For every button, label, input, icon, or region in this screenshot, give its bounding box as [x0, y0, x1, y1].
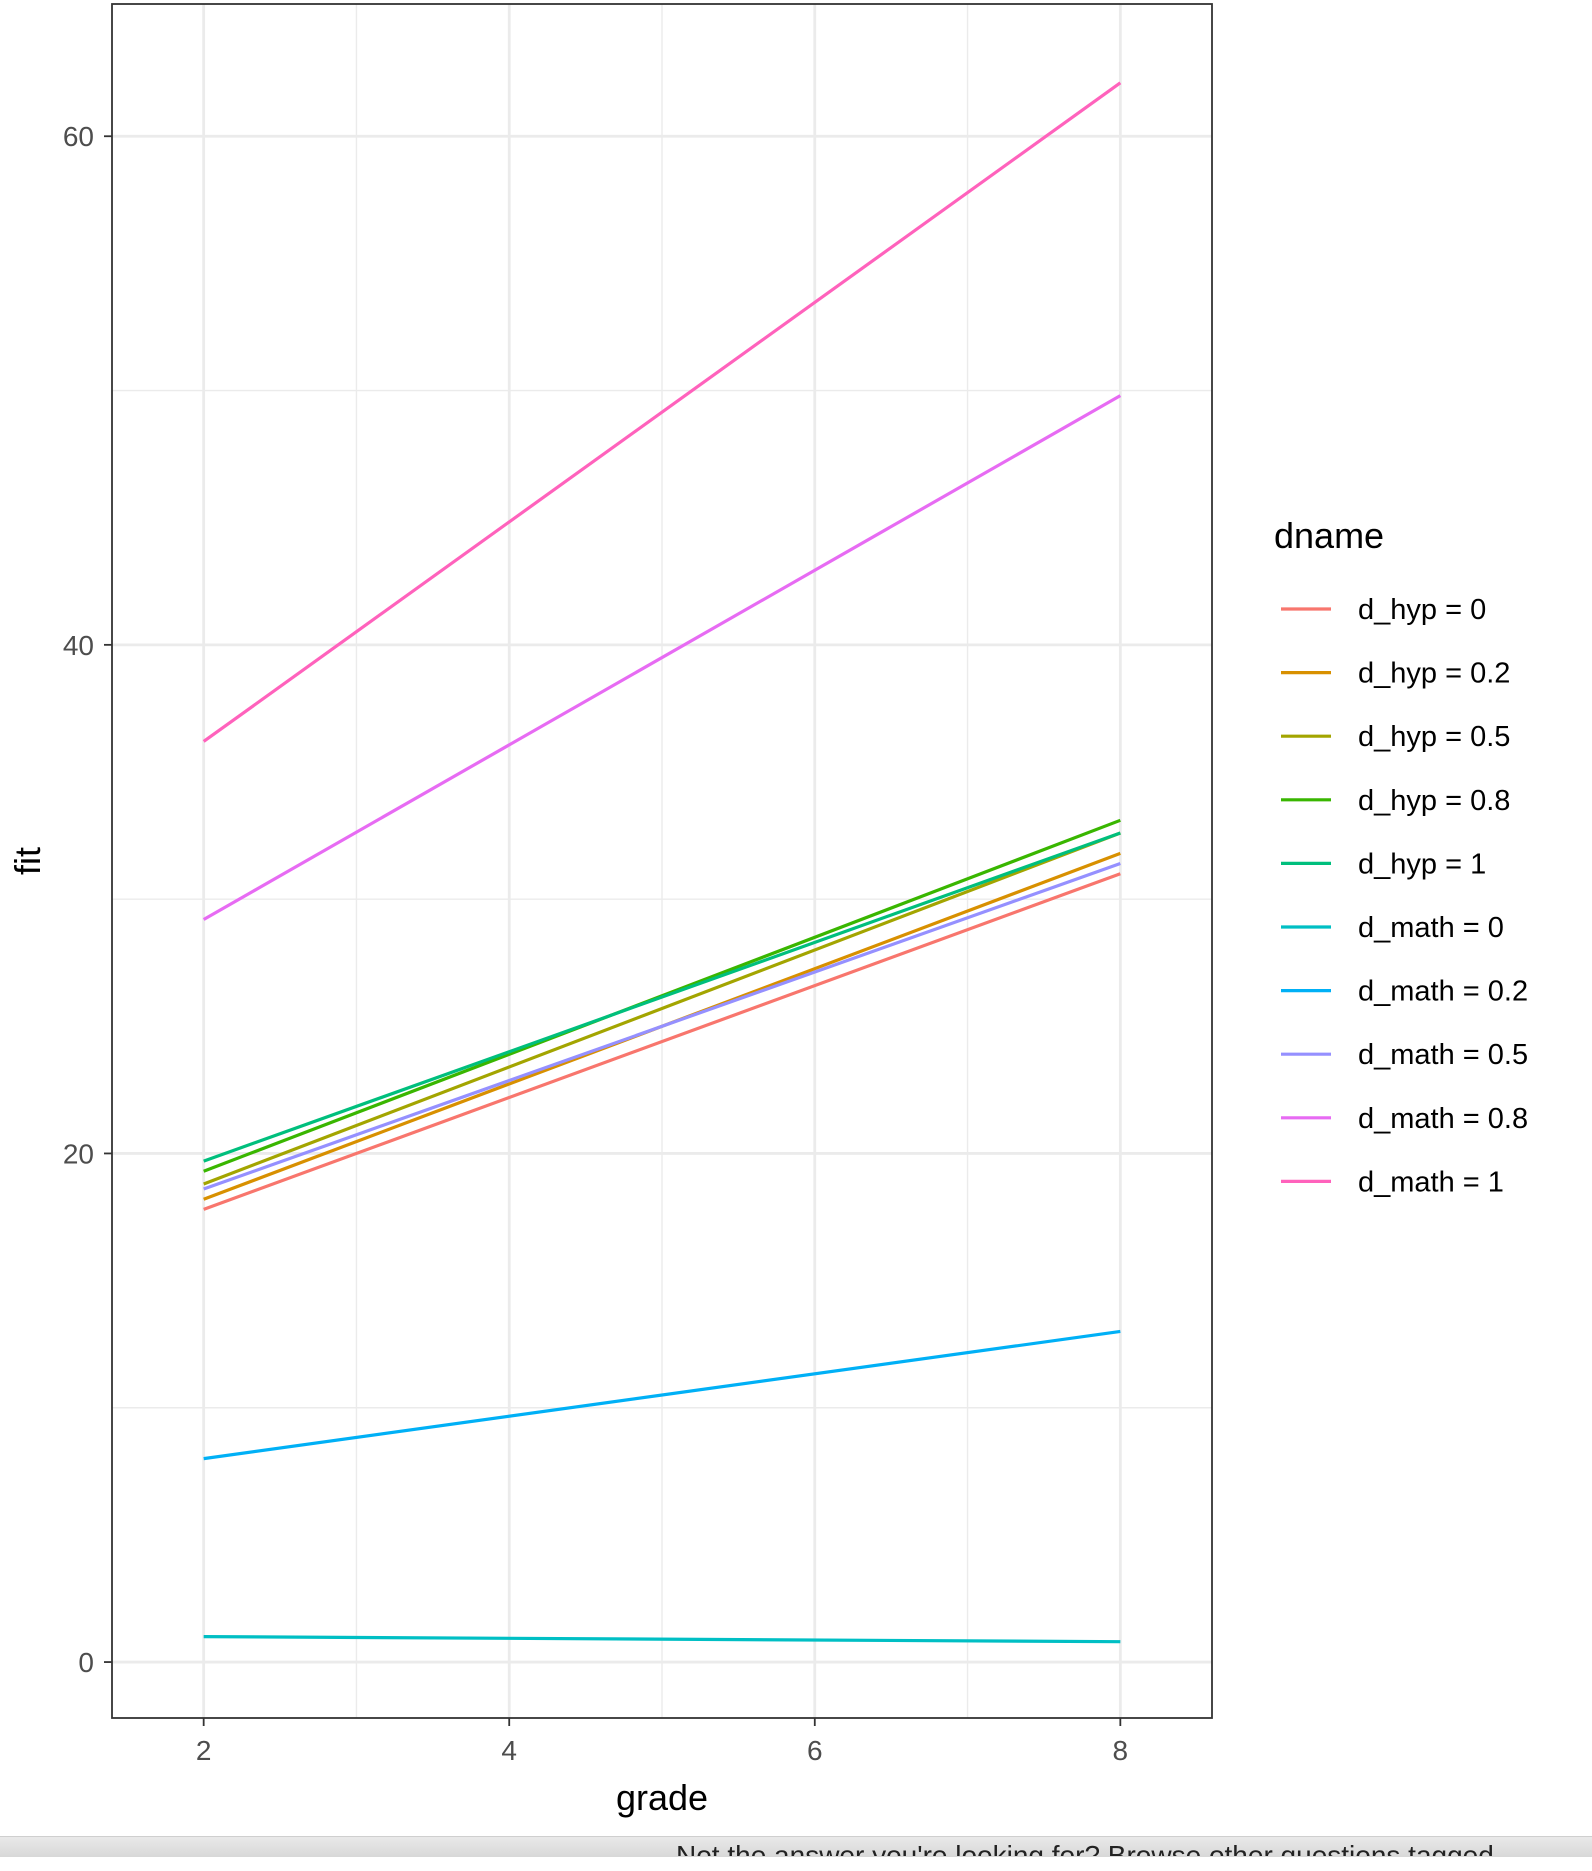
- legend-label: d_hyp = 0.8: [1358, 785, 1510, 817]
- legend-label: d_math = 0.8: [1358, 1103, 1528, 1135]
- y-tick-label: 60: [63, 121, 94, 152]
- legend: d_hyp = 0 d_hyp = 0.2 d_hyp = 0.5 d_hyp = 0…: [1281, 594, 1528, 1198]
- legend-label: d_math = 1: [1358, 1166, 1504, 1198]
- y-tick-label: 40: [63, 630, 94, 661]
- grid: [112, 4, 1212, 1718]
- legend-title: dname: [1274, 515, 1384, 556]
- legend-label: d_hyp = 0.5: [1358, 721, 1510, 753]
- x-tick-label: 2: [196, 1735, 212, 1766]
- legend-label: d_hyp = 0.2: [1358, 658, 1510, 690]
- plot-border: [111, 3, 1213, 1719]
- series-line: [202, 394, 1122, 921]
- x-tick-label: 4: [501, 1735, 517, 1766]
- legend-label: d_math = 0.5: [1358, 1039, 1528, 1071]
- y-tick-label: 0: [78, 1647, 94, 1678]
- y-tick-label: 20: [63, 1138, 94, 1169]
- series-line: [203, 831, 1121, 1163]
- series-line: [203, 872, 1121, 1211]
- series-line: [203, 831, 1121, 1186]
- series-line: [203, 862, 1121, 1191]
- legend-label: d_hyp = 1: [1358, 848, 1486, 880]
- x-tick-label: 6: [807, 1735, 823, 1766]
- legend-label: d_math = 0: [1358, 912, 1504, 944]
- series-line: [203, 1329, 1121, 1461]
- y-axis-title: fit: [7, 847, 48, 875]
- footer-text: Not the answer you're looking for? Brows…: [676, 1840, 1494, 1871]
- x-axis-title: grade: [616, 1777, 708, 1818]
- window-bottom-edge: [0, 1836, 1592, 1857]
- legend-label: d_math = 0.2: [1358, 976, 1528, 1008]
- x-tick-label: 8: [1113, 1735, 1129, 1766]
- series-lines: [202, 81, 1122, 1644]
- series-line: [203, 1635, 1121, 1644]
- legend-label: d_hyp = 0: [1358, 594, 1486, 626]
- axes: 2 4 6 8 0 20 40 60: [63, 121, 1128, 1766]
- series-line: [202, 81, 1122, 743]
